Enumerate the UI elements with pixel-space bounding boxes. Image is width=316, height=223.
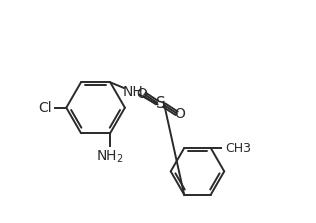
Text: S: S: [156, 96, 165, 111]
Text: O: O: [136, 87, 147, 101]
Text: O: O: [174, 107, 185, 121]
Text: NH: NH: [123, 85, 143, 99]
Text: CH3: CH3: [225, 142, 251, 155]
Text: Cl: Cl: [39, 101, 52, 115]
Text: NH$_2$: NH$_2$: [96, 148, 124, 165]
